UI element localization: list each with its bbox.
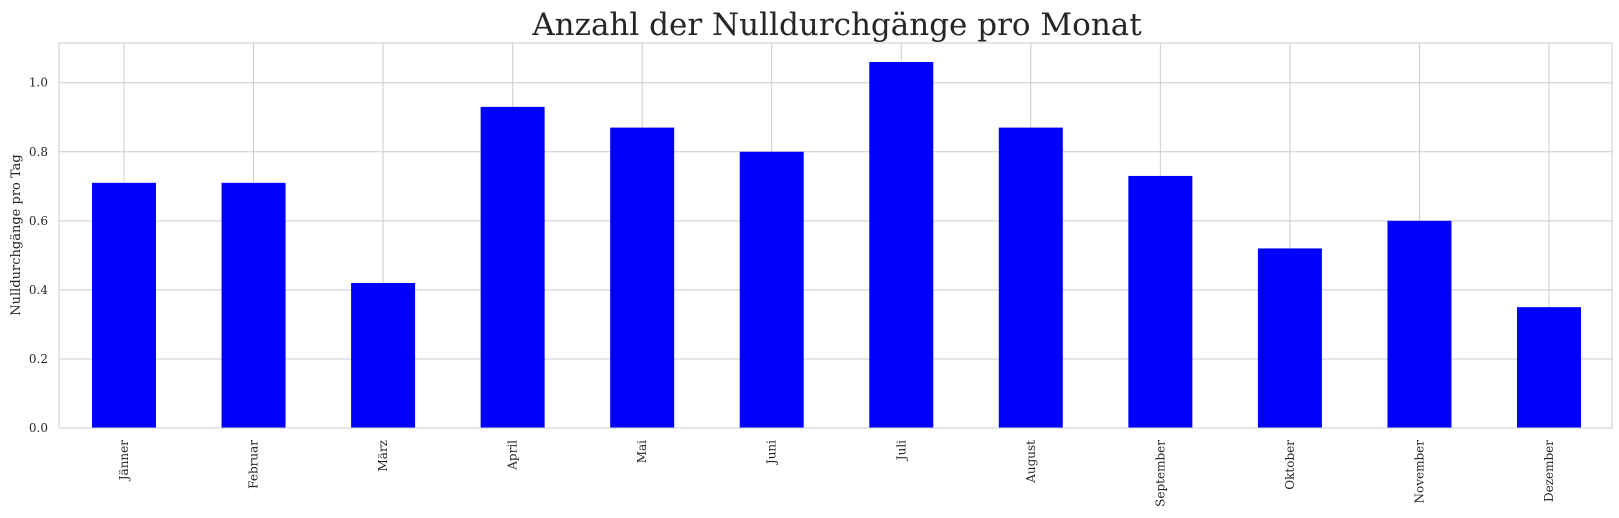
y-tick-label: 0.6	[29, 214, 48, 228]
y-tick-label: 1.0	[29, 76, 48, 90]
y-tick-label: 0.4	[29, 283, 48, 297]
x-gridlines	[123, 43, 1550, 428]
x-tick-label: September	[1153, 440, 1167, 507]
x-tick-label: November	[1412, 440, 1426, 504]
x-tick-label: März	[376, 440, 390, 472]
y-axis-ticks: 0.0 0.2 0.4 0.6 0.8 1.0	[29, 76, 48, 435]
chart-title: Anzahl der Nulldurchgänge pro Monat	[531, 7, 1142, 43]
x-tick-label: April	[506, 440, 520, 471]
y-gridlines	[59, 82, 1612, 429]
bar	[739, 151, 804, 428]
bar	[869, 61, 934, 429]
bar	[480, 106, 545, 429]
x-tick-label: Februar	[247, 440, 261, 489]
bar	[1128, 175, 1193, 428]
x-tick-label: Dezember	[1542, 440, 1556, 502]
bars	[92, 61, 1581, 429]
x-tick-label: Juni	[765, 440, 779, 466]
x-axis-ticks: Jänner Februar März April Mai Juni Juli August S…	[117, 440, 1556, 507]
x-tick-label: Mai	[635, 440, 649, 463]
bar	[1257, 248, 1322, 428]
bar	[351, 282, 416, 428]
y-tick-label: 0.2	[29, 352, 48, 366]
x-tick-label: Juli	[894, 440, 908, 462]
y-tick-label: 0.0	[29, 421, 48, 435]
y-axis-label: Nulldurchgänge pro Tag	[9, 154, 24, 315]
bar	[610, 127, 675, 429]
bar	[221, 182, 286, 428]
x-tick-label: August	[1024, 440, 1038, 484]
x-tick-label: Jänner	[117, 440, 131, 483]
plot-frame	[58, 42, 1613, 429]
bar	[1387, 220, 1452, 428]
x-tick-label: Oktober	[1283, 440, 1297, 490]
bar	[1517, 307, 1581, 428]
y-tick-label: 0.8	[29, 145, 48, 159]
bar	[92, 182, 156, 428]
bar	[998, 127, 1063, 429]
